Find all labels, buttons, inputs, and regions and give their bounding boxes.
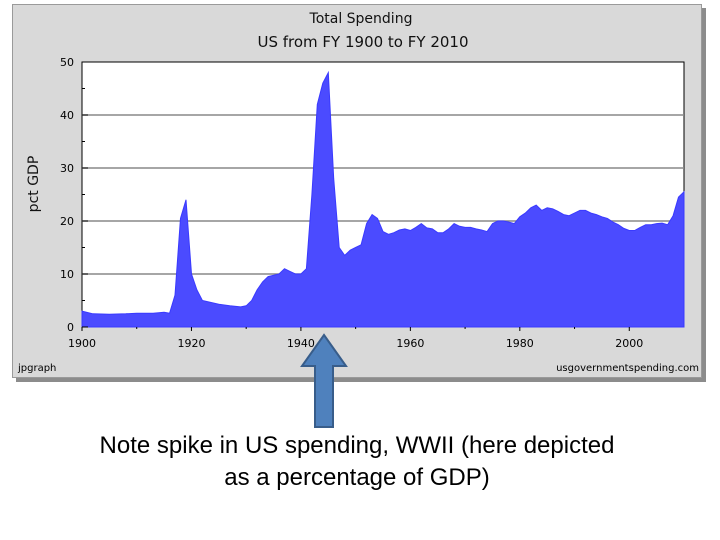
y-tick-label: 10 <box>60 268 74 281</box>
chart-subtitle: US from FY 1900 to FY 2010 <box>257 33 468 51</box>
footer-left-label: jpgraph <box>17 363 56 374</box>
y-tick-label: 30 <box>60 162 74 175</box>
caption: Note spike in US spending, WWII (here de… <box>0 430 714 494</box>
x-tick-label: 1980 <box>506 337 534 350</box>
caption-line-2: as a percentage of GDP) <box>224 464 490 491</box>
y-tick-label: 40 <box>60 109 74 122</box>
x-tick-label: 1940 <box>287 337 315 350</box>
x-tick-label: 2000 <box>615 337 643 350</box>
y-tick-label: 20 <box>60 215 74 228</box>
x-tick-label: 1900 <box>68 337 96 350</box>
x-tick-label: 1920 <box>177 337 205 350</box>
y-tick-label: 50 <box>60 56 74 69</box>
spending-area <box>81 70 685 328</box>
y-tick-label: 0 <box>67 321 74 334</box>
x-axis-ticks: 1900 1920 1940 1960 1980 2000 <box>68 327 643 350</box>
chart-title: Total Spending <box>309 11 413 27</box>
caption-line-1: Note spike in US spending, WWII (here de… <box>99 432 615 459</box>
footer-right-label: usgovernmentspending.com <box>556 363 699 374</box>
y-axis-ticks: 0 10 20 30 40 50 <box>60 56 88 334</box>
y-minor-ticks <box>82 88 85 301</box>
up-arrow-icon <box>300 333 348 428</box>
y-axis-label: pct GDP <box>26 156 42 213</box>
x-tick-label: 1960 <box>396 337 424 350</box>
